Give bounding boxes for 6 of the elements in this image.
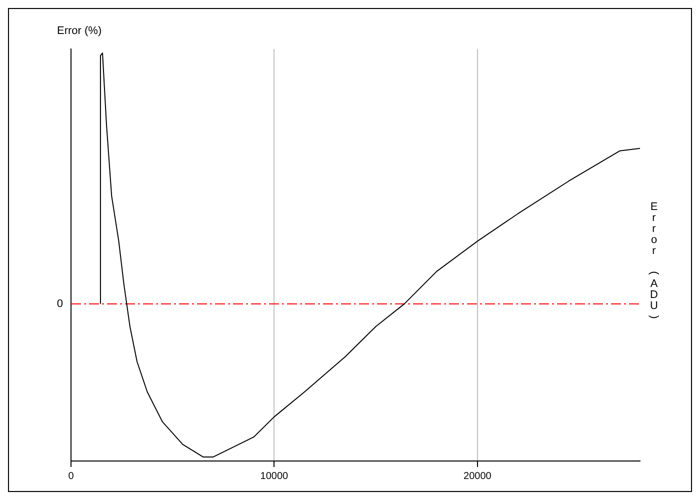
- x-tick-label: 20000: [464, 470, 492, 482]
- text: Error (ADU): [648, 201, 660, 319]
- ref-line-label: 0: [56, 298, 63, 310]
- y-axis-title: Error (%): [57, 25, 102, 38]
- x-tick-label: 10000: [260, 470, 289, 482]
- x-tick-label: 0: [68, 470, 74, 482]
